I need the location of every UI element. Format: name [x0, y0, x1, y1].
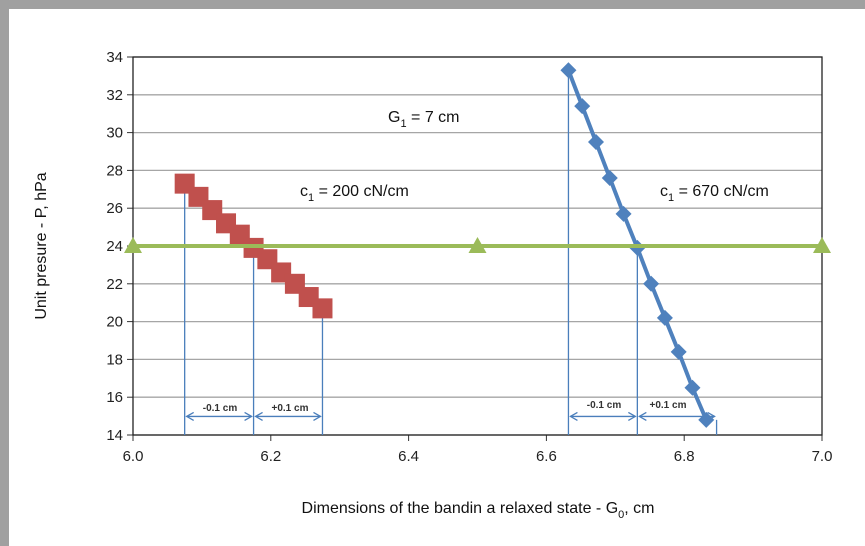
annotation-g1: G1 = 7 cm — [388, 109, 459, 130]
point-s2-0 — [124, 237, 142, 253]
x-tick-label-3: 6.6 — [536, 448, 557, 465]
bracket-arrow-left-left-1 — [254, 411, 263, 421]
annotation-c1-right: c1 = 670 cN/cm — [660, 183, 769, 204]
point-s1-7 — [656, 309, 673, 326]
point-s1-9 — [684, 379, 701, 396]
y-tick-label-3: 20 — [106, 314, 123, 331]
bracket-arrow-right-left-0 — [244, 411, 253, 421]
x-tick-label-0: 6.0 — [123, 448, 144, 465]
point-s2-2 — [813, 237, 831, 253]
tol-minus-left: -0.1 cm — [203, 403, 238, 414]
y-tick-label-9: 32 — [106, 87, 123, 104]
data-marks — [124, 62, 831, 428]
point-s1-1 — [574, 98, 591, 115]
point-s1-0 — [560, 62, 577, 79]
y-tick-label-5: 24 — [106, 238, 123, 255]
y-tick-label-4: 22 — [106, 276, 123, 293]
y-tick-label-0: 14 — [106, 427, 123, 444]
y-tick-label-6: 26 — [106, 200, 123, 217]
y-tick-label-8: 30 — [106, 125, 123, 142]
point-s1-6 — [643, 275, 660, 292]
annotation-c1-left: c1 = 200 cN/cm — [300, 183, 409, 204]
x-tick-label-4: 6.8 — [674, 448, 695, 465]
bracket-arrow-left-left-0 — [185, 411, 194, 421]
point-s1-3 — [601, 169, 618, 186]
x-tick-label-5: 7.0 — [812, 448, 833, 465]
bracket-arrow-right-left-1 — [313, 411, 322, 421]
y-tick-label-1: 16 — [106, 389, 123, 406]
y-tick-label-2: 18 — [106, 351, 123, 368]
x-axis-label: Dimensions of the bandin a relaxed state… — [302, 500, 655, 521]
tol-plus-left: +0.1 cm — [272, 403, 309, 414]
bracket-arrow-right-right-0 — [628, 411, 637, 421]
y-tick-label-7: 28 — [106, 162, 123, 179]
bracket-arrow-left-right-1 — [638, 411, 647, 421]
y-axis-label: Unit presure - P, hPa — [33, 172, 50, 319]
tol-minus-right: -0.1 cm — [587, 400, 622, 411]
bracket-arrow-left-right-0 — [569, 411, 578, 421]
point-s1-8 — [670, 343, 687, 360]
point-s0-10 — [312, 298, 333, 319]
tick-labels: 14 16 18 20 22 24 26 28 30 32 34 6.0 6.2 6.4 6.6 6.8 7.0 — [106, 49, 832, 465]
x-tick-label-1: 6.2 — [260, 448, 281, 465]
point-s1-2 — [588, 134, 605, 151]
y-tick-label-10: 34 — [106, 49, 123, 66]
x-tick-label-2: 6.4 — [398, 448, 419, 465]
reference-lines — [184, 70, 718, 435]
point-s1-10 — [698, 411, 715, 428]
point-s2-1 — [468, 237, 487, 253]
point-s1-4 — [615, 205, 632, 222]
tol-plus-right: +0.1 cm — [650, 400, 687, 411]
